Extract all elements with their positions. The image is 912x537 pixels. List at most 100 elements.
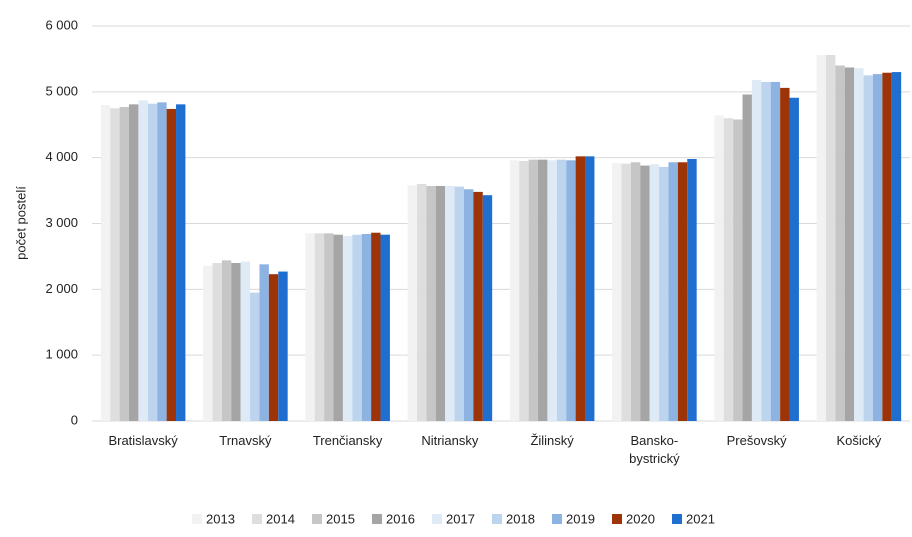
bar xyxy=(882,72,892,421)
bar xyxy=(454,186,464,421)
legend-label: 2014 xyxy=(266,511,295,526)
bar xyxy=(231,263,241,421)
bar xyxy=(789,97,799,421)
bar xyxy=(342,236,353,421)
bar xyxy=(361,234,372,421)
bar xyxy=(482,195,493,421)
x-tick-label: Košický xyxy=(836,433,881,448)
legend-swatch xyxy=(432,514,442,524)
legend-swatch xyxy=(552,514,562,524)
bar xyxy=(435,185,446,421)
legend-swatch xyxy=(672,514,682,524)
x-tick-label: Prešovský xyxy=(727,433,787,448)
bar xyxy=(119,106,130,421)
bar xyxy=(770,81,781,421)
bar xyxy=(221,260,232,421)
bar xyxy=(723,118,734,422)
bar xyxy=(445,185,455,421)
bar xyxy=(556,159,567,421)
bar xyxy=(278,271,288,421)
y-tick-label: 2 000 xyxy=(45,281,78,296)
y-tick-label: 0 xyxy=(71,412,78,427)
bar xyxy=(519,160,529,422)
x-tick-label: Trnavský xyxy=(219,433,272,448)
bar xyxy=(872,74,883,421)
bar xyxy=(714,115,724,422)
bar xyxy=(733,119,743,421)
bar xyxy=(157,102,167,421)
bar xyxy=(259,264,269,421)
bar xyxy=(110,108,120,422)
bar xyxy=(333,234,343,421)
bar xyxy=(649,164,660,421)
y-tick-label: 5 000 xyxy=(45,83,78,98)
bar xyxy=(138,100,148,422)
legend-label: 2020 xyxy=(626,511,655,526)
legend-swatch xyxy=(252,514,262,524)
x-tick-label: Trenčiansky xyxy=(313,433,383,448)
bar xyxy=(250,292,260,421)
bar xyxy=(612,162,622,421)
legend-swatch xyxy=(612,514,622,524)
legend-swatch xyxy=(372,514,382,524)
bar xyxy=(314,233,325,421)
legend-label: 2013 xyxy=(206,511,235,526)
bar xyxy=(630,162,641,421)
bar xyxy=(509,160,520,422)
legend-swatch xyxy=(492,514,502,524)
legend-swatch xyxy=(192,514,202,524)
bar xyxy=(203,265,213,421)
y-tick-label: 1 000 xyxy=(45,347,78,362)
bar xyxy=(668,162,678,421)
y-tick-label: 3 000 xyxy=(45,215,78,230)
bar xyxy=(305,233,315,421)
bar xyxy=(742,94,752,421)
bar xyxy=(835,65,845,421)
bar xyxy=(687,158,697,421)
bar xyxy=(166,108,177,421)
bar xyxy=(575,156,586,421)
bar xyxy=(371,232,381,421)
bar xyxy=(240,261,251,421)
legend-label: 2015 xyxy=(326,511,355,526)
x-tick-label: Bansko-bystrický xyxy=(629,433,680,466)
bar xyxy=(891,72,902,421)
bar xyxy=(566,160,576,422)
bar xyxy=(677,162,688,421)
bar xyxy=(816,54,826,421)
legend-label: 2021 xyxy=(686,511,715,526)
bar xyxy=(473,191,483,421)
x-tick-label: Nitriansky xyxy=(421,433,479,448)
legend-label: 2018 xyxy=(506,511,535,526)
bar xyxy=(407,185,417,421)
bar xyxy=(640,165,650,421)
bar xyxy=(352,234,362,421)
bar xyxy=(780,87,790,421)
bar xyxy=(212,263,222,421)
bar xyxy=(100,105,111,421)
bar xyxy=(416,184,427,421)
bar xyxy=(324,233,334,421)
bar xyxy=(659,166,669,421)
bar xyxy=(463,189,474,421)
legend-label: 2019 xyxy=(566,511,595,526)
bar xyxy=(426,185,436,421)
bar xyxy=(129,104,139,421)
bar xyxy=(854,68,864,421)
bar xyxy=(268,274,279,421)
y-tick-label: 4 000 xyxy=(45,149,78,164)
bar xyxy=(825,54,836,421)
x-tick-label: Žilinský xyxy=(530,433,574,448)
y-axis-label: počet postelí xyxy=(13,186,28,260)
bar xyxy=(621,163,631,421)
bar xyxy=(147,103,158,421)
bar xyxy=(761,81,771,421)
bar xyxy=(844,67,855,421)
legend-swatch xyxy=(312,514,322,524)
legend-label: 2017 xyxy=(446,511,475,526)
bar xyxy=(380,234,390,421)
y-tick-label: 6 000 xyxy=(45,17,78,32)
bar xyxy=(751,79,762,421)
bar xyxy=(528,159,539,421)
